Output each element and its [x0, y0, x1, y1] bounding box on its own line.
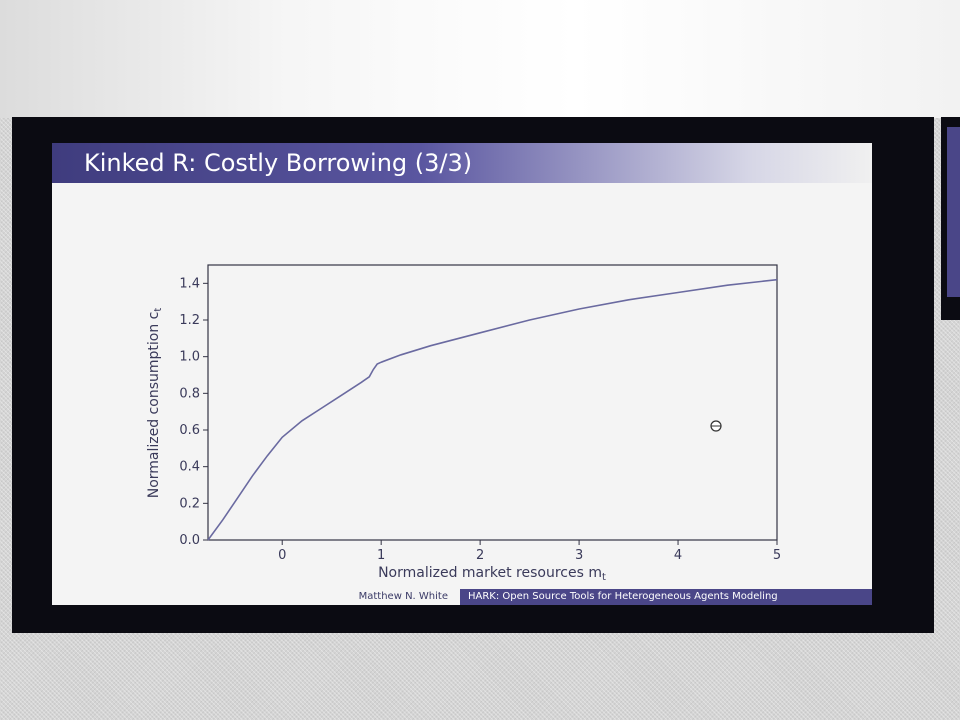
x-axis-label-text: Normalized market resources m — [378, 565, 602, 581]
y-tick-label: 0.2 — [179, 496, 200, 511]
x-tick-label: 0 — [278, 548, 286, 563]
y-tick-label: 1.0 — [179, 350, 200, 365]
y-axis-label-subscript: t — [153, 308, 164, 312]
mouse-cursor-icon — [710, 420, 722, 432]
y-tick-label: 0.6 — [179, 423, 200, 438]
y-tick-label: 1.2 — [179, 313, 200, 328]
x-axis-label: Normalized market resources mt — [378, 565, 606, 583]
x-tick-label: 1 — [377, 548, 385, 563]
consumption-chart: 0 1 2 3 4 5 0.0 0.2 0.4 0.6 0.8 1.0 1.2 1.4 Normalize… — [146, 264, 781, 583]
y-tick-label: 0.0 — [179, 533, 200, 548]
y-tick-label: 0.4 — [179, 460, 200, 475]
consumption-function-line — [207, 278, 778, 541]
y-tick-label: 1.4 — [179, 276, 200, 291]
y-axis-label-text: Normalized consumption c — [146, 312, 162, 499]
side-screen-slide — [947, 127, 960, 297]
footer-talk-title: HARK: Open Source Tools for Heterogeneou… — [460, 589, 872, 605]
x-axis-label-subscript: t — [602, 572, 606, 583]
plot-frame — [207, 264, 778, 541]
tick-group: 0 1 2 3 4 5 0.0 0.2 0.4 0.6 0.8 1.0 1.2 1.4 — [179, 276, 781, 563]
background-band — [0, 0, 960, 118]
x-tick-label: 4 — [674, 548, 682, 563]
y-axis-label: Normalized consumption ct — [146, 308, 164, 499]
side-screen — [941, 117, 960, 320]
x-tick-label: 2 — [476, 548, 484, 563]
footer-author: Matthew N. White — [52, 589, 460, 605]
x-tick-label: 3 — [575, 548, 583, 563]
y-tick-label: 0.8 — [179, 386, 200, 401]
x-tick-label: 5 — [773, 548, 781, 563]
slide-title: Kinked R: Costly Borrowing (3/3) — [52, 143, 872, 183]
